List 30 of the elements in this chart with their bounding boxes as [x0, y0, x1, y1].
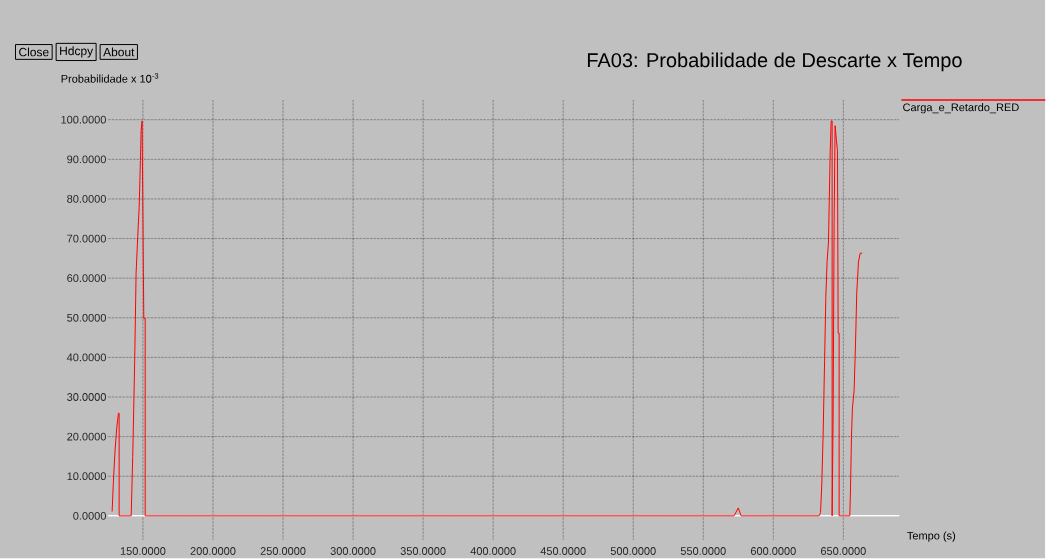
- x-tick-label: 450.0000: [540, 547, 586, 556]
- x-tick-label: 200.0000: [190, 547, 236, 556]
- x-tick-label: 250.0000: [260, 547, 306, 556]
- text: About: [103, 47, 135, 57]
- x-tick-label: 350.0000: [400, 547, 446, 556]
- y-tick-label: 50.0000: [67, 314, 106, 322]
- x-tick-label: 600.0000: [750, 547, 796, 556]
- x-tick-label: 400.0000: [470, 547, 516, 556]
- chart-title: FA03: Probabilidade de Descarte x Tempo: [587, 52, 962, 72]
- x-axis-title: Tempo (s): [907, 531, 956, 542]
- x-tick-label: 300.0000: [330, 547, 376, 556]
- y-tick-label: 100.0000: [61, 116, 106, 124]
- line-series: [111, 120, 863, 517]
- x-tick-label: 650.0000: [820, 547, 866, 556]
- text: Hdcpy: [60, 46, 94, 58]
- y-axis-title: Probabilidade x 10$^{-3}$: [61, 73, 159, 83]
- x-tick-label: 150.0000: [120, 547, 166, 556]
- y-tick-label: 0.0000: [73, 512, 106, 520]
- y-tick-label: 30.0000: [67, 393, 106, 402]
- y-tick-label: 70.0000: [67, 234, 106, 243]
- text: Close: [19, 47, 49, 57]
- text: Carga_e_Retardo_RED: [903, 103, 1019, 114]
- y-tick-label: 10.0000: [67, 472, 106, 481]
- x-tick-label: 500.0000: [610, 547, 656, 556]
- x-tick-label: 550.0000: [680, 547, 726, 556]
- y-tick-label: 80.0000: [67, 195, 106, 204]
- y-tick-label: 40.0000: [66, 353, 106, 362]
- y-tick-label: 60.0000: [67, 274, 106, 283]
- y-tick-label: 90.0000: [67, 155, 106, 164]
- y-tick-label: 20.0000: [67, 432, 106, 441]
